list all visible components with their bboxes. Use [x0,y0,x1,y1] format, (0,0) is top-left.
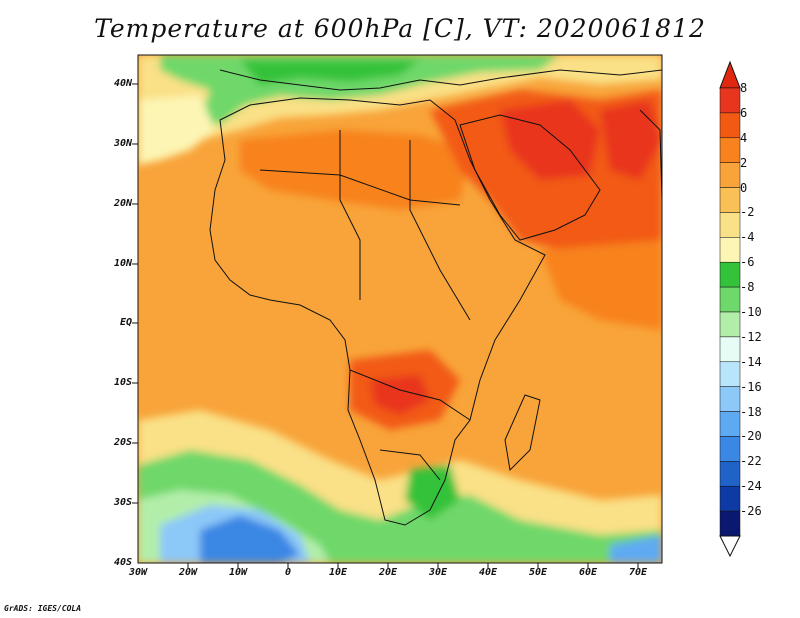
field-southeast-blue [610,535,662,563]
colorbar-label: -18 [740,404,762,419]
lon-tick-30w: 30W [128,567,148,578]
lon-tick-10w: 10W [228,567,248,578]
lat-tick-eq: EQ [119,317,132,328]
lon-tick-0: 0 [284,567,292,578]
colorbar-box [719,87,741,114]
coastlines [209,69,662,526]
colorbar-box [719,336,741,363]
field-arabia-hot [430,90,662,270]
lat-tick-30n: 30N [113,138,132,149]
field-indian-warm [540,240,662,330]
lon-tick-10e: 10E [328,567,348,578]
colorbar [719,60,741,558]
lon-tick-60e: 60E [578,567,598,578]
colorbar-label: -16 [740,379,762,394]
colorbar-label: -8 [740,280,755,295]
colorbar-label: -26 [740,504,762,519]
colorbar-box [719,510,741,537]
field-sa-green [405,465,460,520]
colorbar-label: 4 [740,130,748,145]
lon-tick-70e: 70E [628,567,648,578]
colorbar-label: -22 [740,454,762,469]
border-east [409,140,471,321]
field-arabia-core [500,100,600,180]
lat-tick-10n: 10N [113,258,132,269]
colorbar-box [719,187,741,213]
colorbar-bottom-arrow [719,535,741,558]
colorbar-label: 2 [740,155,748,170]
field-iran-core [600,100,662,180]
colorbar-label: -12 [740,329,762,344]
temperature-field [138,55,662,563]
colorbar-box [719,162,741,188]
lon-tick-20e: 20E [378,567,398,578]
tick-marks [132,83,639,568]
border-sa [379,449,441,481]
lat-tick-40s: 40S [113,557,132,568]
lon-tick-20w: 20W [178,567,198,578]
colorbar-top-arrow [719,60,741,89]
field-atlantic-pale [138,95,215,165]
lon-tick-30e: 30E [428,567,448,578]
colorbar-box [719,311,741,338]
map-frame [137,54,663,564]
lat-tick-40n: 40N [113,78,132,89]
colorbar-label: 8 [740,81,748,95]
colorbar-box [719,485,741,512]
colorbar-box [719,361,741,387]
colorbar-box [719,411,741,437]
colorbar-label: -6 [740,255,755,270]
lat-tick-20n: 20N [113,198,132,209]
field-sahara-warm [240,130,470,210]
colorbar-label: -24 [740,479,762,494]
field-north-green-dark [240,60,420,85]
colorbar-box [719,137,741,163]
border-central [339,130,361,300]
lon-tick-40e: 40E [478,567,498,578]
credit-text: GrADS: IGES/COLA [4,604,82,613]
colorbar-box [719,112,741,139]
colorbar-label: 0 [740,180,748,195]
colorbar-box [719,261,741,288]
field-angola-core [370,375,430,415]
lat-tick-20s: 20S [113,437,132,448]
colorbar-label: -14 [740,354,762,369]
colorbar-box [719,436,741,462]
colorbar-box [719,286,741,313]
madagascar-outline [504,394,541,472]
colorbar-boxes [719,87,741,537]
europe-coast [219,69,662,91]
colorbar-label: -10 [740,305,762,319]
colorbar-box [719,461,741,487]
border-sahel [259,169,461,206]
lat-tick-10s: 10S [113,377,132,388]
colorbar-box [719,237,741,263]
colorbar-box [719,386,741,412]
border-south [349,369,471,421]
colorbar-box [719,212,741,238]
colorbar-label: -2 [740,205,755,220]
colorbar-label: -4 [740,230,755,245]
map-title: Temperature at 600hPa [C], VT: 202006181… [94,14,706,43]
africa-outline [209,97,546,526]
colorbar-label: -20 [740,429,762,444]
colorbar-label: 6 [740,105,748,120]
lon-tick-50e: 50E [528,567,548,578]
lat-tick-30s: 30S [113,497,132,508]
field-south-blue-deep [200,515,300,563]
arabia-outline [459,114,601,241]
india-coast [639,109,662,201]
